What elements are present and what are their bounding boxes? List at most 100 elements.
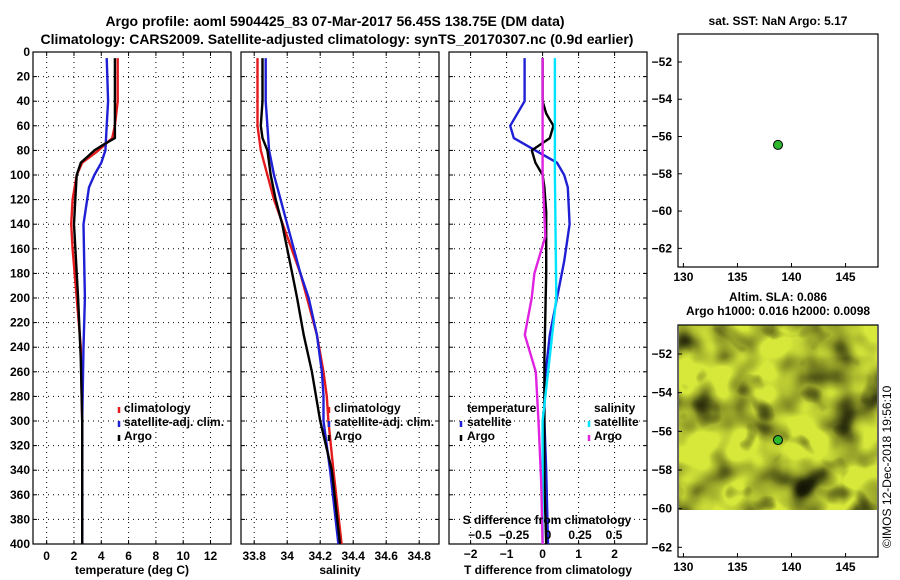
sla-heatmap — [679, 325, 877, 510]
salinity-axes-frame — [240, 51, 440, 545]
y-tick-label: 120 — [10, 193, 30, 207]
legend-title-temperature: temperature — [467, 401, 537, 415]
y-tick-label: −60 — [652, 204, 673, 218]
sst-map-title: sat. SST: NaN Argo: 5.17 — [709, 14, 848, 28]
x-tick-label: 145 — [836, 560, 856, 574]
x-tick-label: 10 — [177, 549, 191, 563]
series-line-climatology — [256, 58, 343, 545]
x-tick-label: −1 — [500, 547, 514, 561]
sla-heatmap-teal — [679, 325, 877, 510]
difference-panel: −2 −1 0 1 2 T difference from climatology S … — [448, 51, 648, 577]
y-tick-label: 40 — [17, 94, 31, 108]
y-tick-label: 240 — [10, 340, 30, 354]
legend-label-s-argo: Argo — [594, 429, 622, 443]
x-tick-label: 130 — [673, 560, 693, 574]
x-tick-label: −2 — [464, 547, 478, 561]
legend-label-climatology: climatology — [334, 401, 401, 415]
sla-map-title-1: Altim. SLA: 0.086 — [729, 290, 827, 304]
series-line-satellite-adj-clim- — [80, 58, 110, 544]
argo-location-marker — [773, 435, 783, 446]
salinity-legend: climatology satellite-adj. clim. Argo — [327, 401, 434, 443]
y-tick-label: 60 — [17, 119, 31, 133]
watermark: ©IMOS 12-Dec-2018 19:56:10 — [880, 385, 894, 548]
y-tick-label: 400 — [10, 537, 30, 551]
y-tick-label: 80 — [17, 143, 31, 157]
y-tick-label: 140 — [10, 217, 30, 231]
x-tick-label: 2 — [71, 549, 78, 563]
legend-label-t-argo: Argo — [467, 429, 495, 443]
legend-label-s-satellite: satellite — [594, 415, 639, 429]
x-tick-label: 12 — [204, 549, 218, 563]
y-tick-label: 340 — [10, 463, 30, 477]
y-tick-label: −62 — [652, 540, 673, 554]
header-line2: Climatology: CARS2009. Satellite-adjuste… — [41, 31, 634, 47]
s-tick-label: −0.5 — [468, 528, 492, 542]
y-tick-label: −58 — [652, 167, 673, 181]
difference-axes-frame — [448, 51, 648, 545]
x-tick-label: 145 — [836, 270, 856, 284]
temperature-legend: climatology satellite-adj. clim. Argo — [117, 401, 224, 443]
sst-map-panel: sat. SST: NaN Argo: 5.17 130 135 140 145 −52… — [652, 14, 879, 284]
x-tick-label: 130 — [673, 270, 693, 284]
series-line-s-satellite — [541, 58, 558, 544]
temperature-axes-frame — [32, 51, 232, 545]
legend-label-satellite: satellite-adj. clim. — [124, 415, 224, 429]
y-tick-label: 300 — [10, 414, 30, 428]
x-tick-label: 33.8 — [243, 549, 267, 563]
difference-xlabel: T difference from climatology — [464, 563, 632, 577]
salinity-xlabel: salinity — [319, 563, 361, 577]
series-line-argo — [259, 58, 342, 545]
legend-label-argo: Argo — [334, 429, 362, 443]
y-tick-label: −56 — [652, 130, 673, 144]
y-tick-label: 380 — [10, 512, 30, 526]
legend-label-climatology: climatology — [124, 401, 191, 415]
x-tick-label: 2 — [611, 547, 618, 561]
x-tick-label: 34 — [281, 549, 295, 563]
x-tick-label: 8 — [153, 549, 160, 563]
y-tick-label: 280 — [10, 389, 30, 403]
x-tick-label: 4 — [98, 549, 105, 563]
x-tick-label: 6 — [125, 549, 132, 563]
y-tick-label: −54 — [652, 386, 673, 400]
s-difference-ticks: −0.5 −0.25 0 0.25 0.5 — [468, 528, 623, 542]
y-tick-label: −60 — [652, 502, 673, 516]
s-tick-label: 0 — [545, 528, 552, 542]
y-tick-label: 180 — [10, 266, 30, 280]
x-tick-label: 135 — [727, 560, 747, 574]
difference-legend: temperature satellite Argo salinity sate… — [459, 401, 639, 443]
sla-map-title-2: Argo h1000: 0.016 h2000: 0.0098 — [686, 304, 870, 318]
y-tick-label: 160 — [10, 242, 30, 256]
y-tick-label: 220 — [10, 316, 30, 330]
s-tick-label: 0.25 — [568, 528, 592, 542]
y-tick-label: −52 — [652, 55, 673, 69]
sla-map-panel: Altim. SLA: 0.086 Argo h1000: 0.016 h200… — [652, 290, 879, 574]
y-tick-label: 100 — [10, 168, 30, 182]
salinity-panel: 33.8 34 34.2 34.4 34.6 34.8 salinity climatol… — [240, 51, 440, 577]
temperature-panel: 0204060801001201401601802002202402602803… — [10, 45, 232, 577]
s-difference-label: S difference from climatology — [463, 513, 632, 527]
x-tick-label: 0 — [43, 549, 50, 563]
sst-map-frame — [677, 33, 879, 268]
legend-label-argo: Argo — [124, 429, 152, 443]
s-tick-label: −0.25 — [499, 528, 530, 542]
y-tick-label: −62 — [652, 241, 673, 255]
y-tick-label: −52 — [652, 347, 673, 361]
series-line-argo — [72, 58, 117, 544]
y-tick-label: 200 — [10, 291, 30, 305]
x-tick-label: 140 — [781, 270, 801, 284]
y-tick-label: −56 — [652, 424, 673, 438]
y-tick-label: −54 — [652, 92, 673, 106]
x-tick-label: 0 — [539, 547, 546, 561]
series-line-satellite-adj-clim- — [264, 58, 340, 545]
x-tick-label: 34.6 — [375, 549, 399, 563]
s-tick-label: 0.5 — [606, 528, 623, 542]
x-tick-label: 34.4 — [342, 549, 366, 563]
header-line1: Argo profile: aoml 5904425_83 07-Mar-201… — [105, 13, 564, 29]
sla-map-frame — [677, 324, 879, 558]
legend-title-salinity: salinity — [594, 401, 636, 415]
y-tick-label: 320 — [10, 439, 30, 453]
series-line-s-argo — [523, 58, 547, 545]
y-tick-label: −58 — [652, 463, 673, 477]
x-tick-label: 1 — [575, 547, 582, 561]
